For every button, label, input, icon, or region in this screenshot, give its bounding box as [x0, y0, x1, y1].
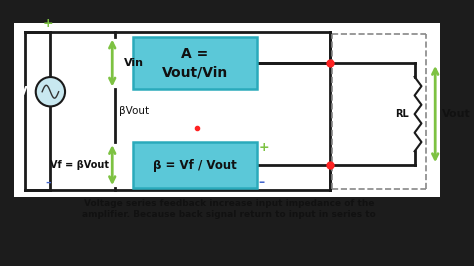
Text: Vf = βVout: Vf = βVout [50, 160, 109, 170]
Text: –: – [46, 177, 51, 188]
Text: βVout: βVout [119, 106, 149, 116]
FancyBboxPatch shape [133, 142, 256, 188]
Text: +: + [259, 141, 269, 154]
Text: β = Vf / Vout: β = Vf / Vout [153, 159, 237, 172]
Text: Vin: Vin [124, 58, 144, 68]
Text: +: + [43, 17, 54, 30]
Circle shape [36, 77, 65, 106]
FancyBboxPatch shape [133, 37, 256, 89]
Text: –: – [259, 176, 265, 189]
Text: Vout: Vout [442, 109, 471, 119]
Text: A =
Vout/Vin: A = Vout/Vin [162, 47, 228, 79]
Text: RL: RL [395, 109, 409, 119]
Bar [14, 23, 440, 197]
Text: Voltage series feedback increase input impedance of the
amplifier. Because back : Voltage series feedback increase input i… [82, 200, 376, 219]
Text: Vs: Vs [18, 85, 35, 98]
